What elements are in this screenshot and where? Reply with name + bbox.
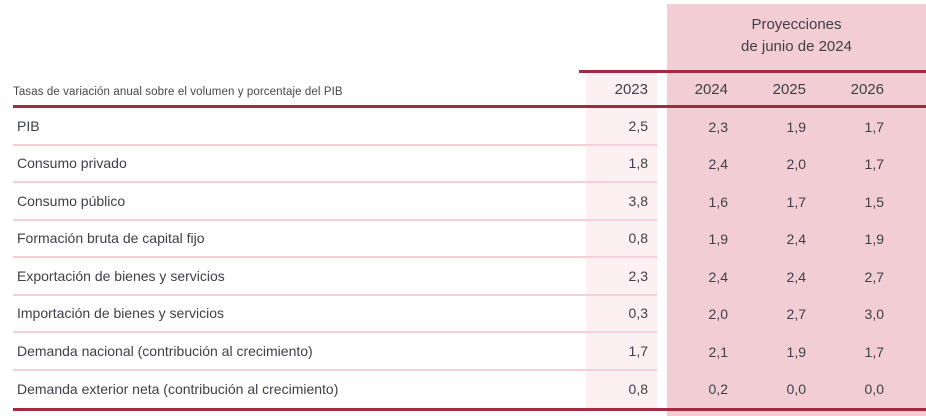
value-2023: 2,3: [586, 258, 657, 296]
value-2026: 1,7: [864, 156, 884, 173]
row-label-text: Demanda nacional (contribución al crecim…: [17, 342, 313, 359]
table-row: Exportación de bienes y servicios 2,3 2,…: [0, 258, 926, 296]
value-2023: 2,5: [586, 108, 657, 146]
value-2025: 2,0: [786, 156, 806, 173]
column-gap: [657, 371, 667, 409]
table-description-label: Tasas de variación anual sobre el volume…: [13, 73, 586, 105]
value-2026: 1,9: [864, 231, 884, 248]
row-label: Formación bruta de capital fijo: [13, 221, 586, 258]
projections-header: Proyecciones de junio de 2024: [667, 4, 926, 58]
row-label-text: Consumo público: [17, 192, 126, 209]
rule-above-year-row: [579, 70, 926, 73]
value-2026: 3,0: [864, 306, 884, 323]
value-2025: 1,9: [786, 343, 806, 360]
projections-header-line1: Proyecciones: [751, 16, 842, 33]
row-label: Demanda nacional (contribución al crecim…: [13, 333, 586, 371]
value-2025: 1,7: [786, 193, 806, 210]
table-description-text: Tasas de variación anual sobre el volume…: [13, 86, 343, 98]
column-gap: [657, 108, 667, 146]
row-label: Consumo público: [13, 183, 586, 221]
value-2023: 3,8: [586, 183, 657, 221]
projections-header-line2: de junio de 2024: [741, 38, 852, 55]
row-label-text: Demanda exterior neta (contribución al c…: [17, 381, 339, 398]
value-2026: 1,7: [864, 343, 884, 360]
row-label-text: Formación bruta de capital fijo: [17, 230, 205, 247]
table-row: Importación de bienes y servicios 0,3 2,…: [0, 296, 926, 334]
value-2025: 0,0: [786, 381, 806, 398]
table-row: PIB 2,5 2,3 1,9 1,7: [0, 108, 926, 146]
rule-bottom: [13, 408, 926, 411]
value-2024: 2,4: [708, 156, 728, 173]
column-gap: [657, 258, 667, 296]
value-2023: 0,8: [628, 381, 648, 398]
row-label-text: Consumo privado: [17, 155, 127, 172]
year-column-2023: 2023: [614, 80, 648, 98]
value-2024: 2,3: [708, 118, 728, 135]
row-label: Importación de bienes y servicios: [13, 296, 586, 333]
row-label: Consumo privado: [13, 146, 586, 183]
value-2025: 1,9: [786, 118, 806, 135]
column-gap: [657, 146, 667, 184]
column-gap: [657, 296, 667, 334]
value-2023: 0,3: [586, 296, 657, 333]
row-label: Exportación de bienes y servicios: [13, 258, 586, 296]
table-row: Formación bruta de capital fijo 0,8 1,9 …: [0, 221, 926, 259]
table-row: Consumo público 3,8 1,6 1,7 1,5: [0, 183, 926, 221]
value-2023: 0,8: [586, 221, 657, 258]
value-2025: 2,4: [786, 268, 806, 285]
rule-below-year-row: [13, 105, 926, 108]
row-label-text: Importación de bienes y servicios: [17, 305, 224, 322]
value-2024: 0,2: [708, 381, 728, 398]
column-2023-background: [586, 73, 657, 410]
column-gap: [657, 333, 667, 371]
value-2025: 2,4: [786, 231, 806, 248]
table-row: Demanda exterior neta (contribución al c…: [0, 371, 926, 409]
year-header-row: Tasas de variación anual sobre el volume…: [0, 73, 926, 105]
row-label: Demanda exterior neta (contribución al c…: [13, 371, 586, 409]
value-2026: 1,7: [864, 118, 884, 135]
row-label-text: PIB: [17, 117, 40, 134]
row-label: PIB: [13, 108, 586, 146]
value-2024: 1,9: [708, 231, 728, 248]
column-gap: [657, 73, 667, 105]
value-2023: 1,8: [586, 146, 657, 183]
year-column-2026: 2026: [850, 80, 884, 98]
column-gap: [657, 221, 667, 259]
column-gap: [657, 183, 667, 221]
value-2024: 2,0: [708, 306, 728, 323]
year-column-2025: 2025: [772, 80, 806, 98]
row-label-text: Exportación de bienes y servicios: [17, 267, 225, 284]
year-column-2024: 2024: [694, 80, 728, 98]
value-2024: 2,4: [708, 268, 728, 285]
table-row: Consumo privado 1,8 2,4 2,0 1,7: [0, 146, 926, 184]
value-2023: 1,7: [586, 333, 657, 371]
value-2025: 2,7: [786, 306, 806, 323]
table-row: Demanda nacional (contribución al crecim…: [0, 333, 926, 371]
value-2026: 0,0: [864, 381, 884, 398]
value-2026: 1,5: [864, 193, 884, 210]
value-2024: 2,1: [708, 343, 728, 360]
value-2024: 1,6: [708, 193, 728, 210]
value-2026: 2,7: [864, 268, 884, 285]
